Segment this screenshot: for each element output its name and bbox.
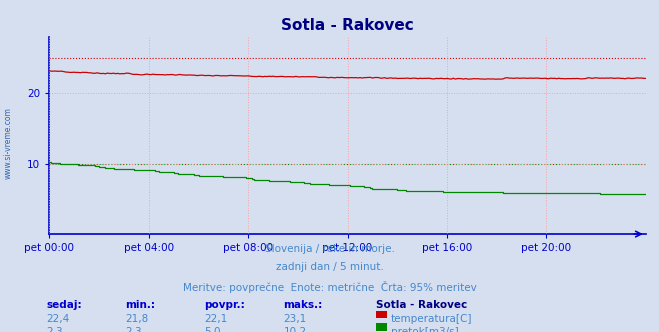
Text: zadnji dan / 5 minut.: zadnji dan / 5 minut. — [275, 262, 384, 272]
Text: 22,1: 22,1 — [204, 314, 227, 324]
Text: sedaj:: sedaj: — [46, 300, 82, 310]
Text: Sotla - Rakovec: Sotla - Rakovec — [376, 300, 467, 310]
Text: 10,2: 10,2 — [283, 327, 306, 332]
Text: 2,3: 2,3 — [46, 327, 63, 332]
Text: 5,0: 5,0 — [204, 327, 221, 332]
Text: maks.:: maks.: — [283, 300, 323, 310]
Text: Meritve: povprečne  Enote: metrične  Črta: 95% meritev: Meritve: povprečne Enote: metrične Črta:… — [183, 281, 476, 292]
Title: Sotla - Rakovec: Sotla - Rakovec — [281, 18, 414, 33]
Text: Slovenija / reke in morje.: Slovenija / reke in morje. — [264, 244, 395, 254]
Text: 2,3: 2,3 — [125, 327, 142, 332]
Text: temperatura[C]: temperatura[C] — [391, 314, 473, 324]
Text: 22,4: 22,4 — [46, 314, 69, 324]
Text: 23,1: 23,1 — [283, 314, 306, 324]
Text: povpr.:: povpr.: — [204, 300, 245, 310]
Text: pretok[m3/s]: pretok[m3/s] — [391, 327, 459, 332]
Text: www.si-vreme.com: www.si-vreme.com — [3, 107, 13, 179]
Text: min.:: min.: — [125, 300, 156, 310]
Text: 21,8: 21,8 — [125, 314, 148, 324]
